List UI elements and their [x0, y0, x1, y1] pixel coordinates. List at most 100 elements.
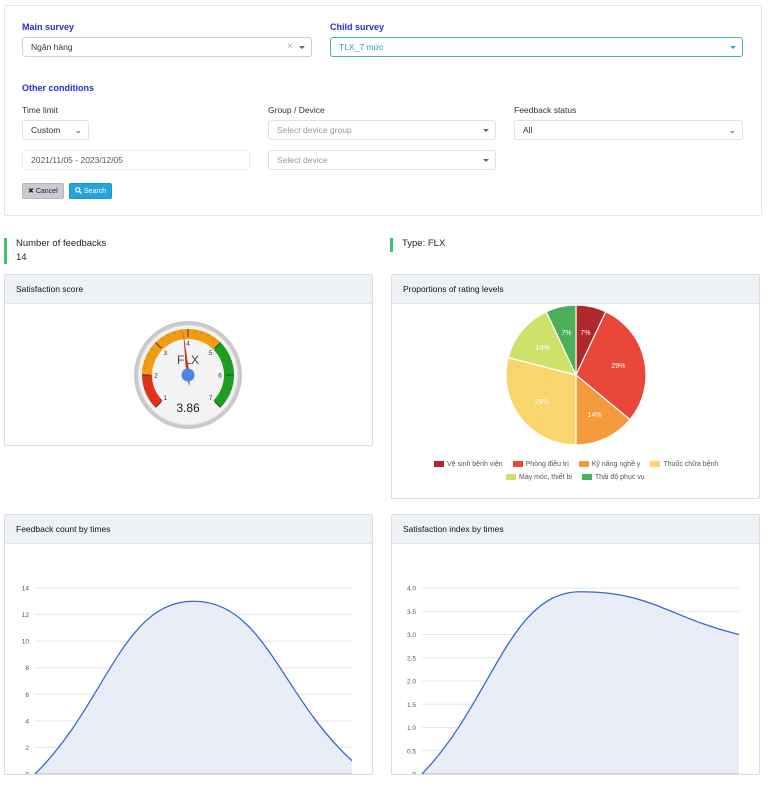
- device-placeholder: Select device: [277, 155, 328, 165]
- feedback-count-label: Number of feedbacks: [16, 238, 107, 249]
- feedback-count-stat: Number of feedbacks 14: [4, 238, 106, 264]
- y-tick-label: 12: [22, 612, 30, 619]
- y-tick-label: 4: [25, 718, 29, 725]
- search-label: Search: [83, 188, 107, 195]
- filter-panel: Main survey Ngân hàng × Child survey TLX…: [4, 5, 762, 216]
- pie-slice[interactable]: [545, 304, 577, 376]
- gauge-tick-label: 6: [218, 373, 222, 380]
- pie-slice[interactable]: [507, 310, 578, 376]
- chevron-down-icon: [483, 129, 489, 132]
- y-tick-label: 8: [25, 665, 29, 672]
- gauge-value-text: 3.86: [176, 401, 200, 415]
- child-survey-value: TLX_7 mức: [339, 42, 384, 52]
- gauge-minor-tick: [213, 337, 216, 341]
- y-tick-label: 10: [22, 639, 30, 646]
- main-survey-label: Main survey: [22, 22, 75, 32]
- gauge-minor-tick: [166, 333, 169, 337]
- date-range-input[interactable]: 2021/11/05 - 2023/12/05: [22, 150, 250, 170]
- legend-item[interactable]: Thái độ phục vụ: [581, 474, 645, 481]
- time-limit-label: Time limit: [22, 105, 59, 115]
- device-select[interactable]: Select device: [268, 150, 496, 170]
- gauge-minor-tick: [226, 394, 230, 397]
- y-tick-label: 3.0: [407, 632, 416, 639]
- gauge-tick-label: 4: [186, 341, 190, 348]
- y-tick-label: 4.0: [407, 586, 416, 593]
- legend-item[interactable]: Thuốc chữa bệnh: [650, 461, 718, 468]
- gauge-minor-tick: [222, 347, 226, 350]
- y-tick-label: 1.0: [407, 725, 416, 732]
- legend-item[interactable]: Phòng điều trị: [512, 461, 569, 468]
- y-tick-label: 3.5: [407, 609, 416, 616]
- satisfaction-index-chart-title: Satisfaction index by times: [392, 515, 759, 544]
- gauge-minor-tick: [222, 400, 226, 403]
- pie-legend: Vệ sinh bệnh viện Phòng điều trị Kỹ năng…: [434, 461, 726, 468]
- proportions-card: Proportions of rating levels 7% 29% 14% 29%…: [391, 274, 760, 499]
- feedback-count-card: Feedback count by times 0246810121420212…: [4, 514, 373, 775]
- satisfaction-index-card: Satisfaction index by times 0 0.5 1.0 1.5 2.…: [391, 514, 760, 775]
- gauge-minor-tick: [160, 337, 163, 341]
- legend-item[interactable]: Máy móc, thiết bị: [506, 474, 572, 481]
- gauge-tick: [214, 401, 221, 408]
- chevron-down-icon: ⌄: [728, 125, 736, 135]
- gauge-band: [213, 342, 235, 408]
- gauge-tick-label: 5: [209, 350, 213, 357]
- chevron-down-icon: [730, 46, 736, 49]
- search-icon: [75, 187, 82, 194]
- pie-slice-label: 14%: [587, 412, 601, 419]
- y-tick-label: 14: [22, 586, 30, 593]
- gauge-minor-tick: [150, 400, 154, 403]
- proportions-title: Proportions of rating levels: [392, 275, 759, 304]
- main-survey-select[interactable]: Ngân hàng ×: [22, 37, 312, 57]
- satisfaction-score-card: Satisfaction score 1 2 3 4 5 6 7 FLX 3.86: [4, 274, 373, 446]
- gauge-minor-tick: [218, 342, 221, 345]
- gauge-minor-tick: [207, 333, 210, 337]
- pie-slice[interactable]: [505, 356, 577, 446]
- gauge-minor-tick: [144, 388, 148, 390]
- area-fill: [422, 591, 739, 774]
- device-group-select[interactable]: Select device group: [268, 120, 496, 140]
- legend-item[interactable]: Vệ sinh bệnh viện: [434, 461, 503, 468]
- legend-item[interactable]: Kỹ năng nghề y: [578, 461, 640, 468]
- pie-slice[interactable]: [575, 373, 631, 446]
- gauge-band: [142, 375, 163, 408]
- chevron-down-icon: [483, 159, 489, 162]
- feedback-status-select[interactable]: All ⌄: [514, 120, 743, 140]
- other-conditions-label: Other conditions: [22, 83, 94, 93]
- y-tick-label: 6: [25, 692, 29, 699]
- y-tick-label: 0: [25, 772, 29, 775]
- feedback-count-area-chart: 0246810121420212023: [22, 586, 353, 775]
- proportions-pie-chart: 7% 29% 14% 29% 14% 7%: [505, 304, 647, 446]
- y-tick-label: 1.5: [407, 702, 416, 709]
- area-fill: [35, 601, 352, 774]
- device-group-placeholder: Select device group: [277, 125, 352, 135]
- child-survey-label: Child survey: [330, 22, 385, 32]
- gauge-tick-label: 1: [164, 395, 168, 402]
- close-icon: ✖: [28, 188, 34, 195]
- gauge-minor-tick: [150, 347, 154, 350]
- y-tick-label: 2.0: [407, 679, 416, 686]
- satisfaction-index-area-chart: 00.51.01.52.02.53.03.54.020212023: [407, 586, 740, 774]
- gauge-minor-tick: [226, 353, 230, 356]
- time-limit-value: Custom: [31, 125, 61, 135]
- y-tick-label: 2: [25, 745, 29, 752]
- pie-slice[interactable]: [575, 310, 647, 421]
- gauge-minor-tick: [146, 353, 150, 356]
- chevron-down-icon: [299, 46, 305, 49]
- cancel-button[interactable]: ✖ Cancel: [22, 183, 64, 199]
- pie-slice-label: 14%: [536, 345, 550, 352]
- clear-icon[interactable]: ×: [287, 41, 293, 52]
- main-survey-value: Ngân hàng: [31, 42, 73, 52]
- gauge-minor-tick: [228, 360, 232, 362]
- search-button[interactable]: Search: [69, 183, 113, 199]
- gauge-label: FLX: [177, 353, 199, 367]
- time-limit-select[interactable]: Custom ⌄: [22, 120, 89, 140]
- chevron-down-icon: ⌄: [74, 125, 82, 135]
- series-line: [34, 600, 353, 774]
- y-tick-label: 2.5: [407, 655, 416, 662]
- gauge-pivot: [181, 368, 195, 382]
- feedback-status-label: Feedback status: [514, 105, 577, 115]
- feedback-count-chart-title: Feedback count by times: [5, 515, 372, 544]
- child-survey-select[interactable]: TLX_7 mức: [330, 37, 743, 57]
- y-tick-label: 0.5: [407, 748, 416, 755]
- satisfaction-score-title: Satisfaction score: [5, 275, 372, 304]
